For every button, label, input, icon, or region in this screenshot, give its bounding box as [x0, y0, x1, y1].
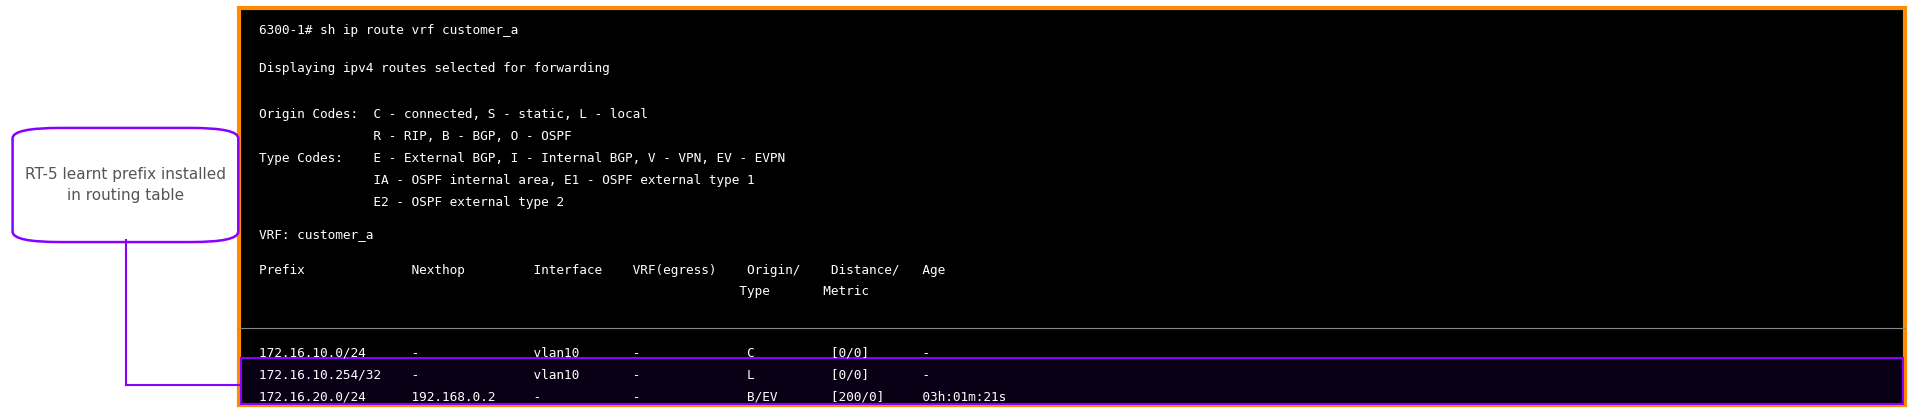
Text: Displaying ipv4 routes selected for forwarding: Displaying ipv4 routes selected for forw… — [258, 62, 609, 75]
Text: Prefix              Nexthop         Interface    VRF(egress)    Origin/    Dista: Prefix Nexthop Interface VRF(egress) Ori… — [258, 264, 946, 277]
Text: VRF: customer_a: VRF: customer_a — [258, 228, 373, 241]
Text: 6300-1# sh ip route vrf customer_a: 6300-1# sh ip route vrf customer_a — [258, 24, 519, 37]
Text: Type       Metric: Type Metric — [258, 285, 869, 298]
Text: Origin Codes:  C - connected, S - static, L - local: Origin Codes: C - connected, S - static,… — [258, 108, 647, 121]
Text: R - RIP, B - BGP, O - OSPF: R - RIP, B - BGP, O - OSPF — [258, 130, 570, 143]
Text: 172.16.20.0/24      192.168.0.2     -            -              B/EV       [200/: 172.16.20.0/24 192.168.0.2 - - B/EV [200… — [258, 390, 1007, 403]
FancyBboxPatch shape — [239, 8, 1904, 405]
FancyBboxPatch shape — [13, 128, 237, 242]
FancyBboxPatch shape — [241, 358, 1903, 404]
Text: RT-5 learnt prefix installed
in routing table: RT-5 learnt prefix installed in routing … — [25, 167, 226, 203]
Text: IA - OSPF internal area, E1 - OSPF external type 1: IA - OSPF internal area, E1 - OSPF exter… — [258, 174, 754, 187]
Text: E2 - OSPF external type 2: E2 - OSPF external type 2 — [258, 196, 563, 209]
Text: Type Codes:    E - External BGP, I - Internal BGP, V - VPN, EV - EVPN: Type Codes: E - External BGP, I - Intern… — [258, 152, 785, 165]
Text: 172.16.10.0/24      -               vlan10       -              C          [0/0]: 172.16.10.0/24 - vlan10 - C [0/0] — [258, 346, 930, 359]
Text: 172.16.10.254/32    -               vlan10       -              L          [0/0]: 172.16.10.254/32 - vlan10 - L [0/0] — [258, 368, 930, 381]
